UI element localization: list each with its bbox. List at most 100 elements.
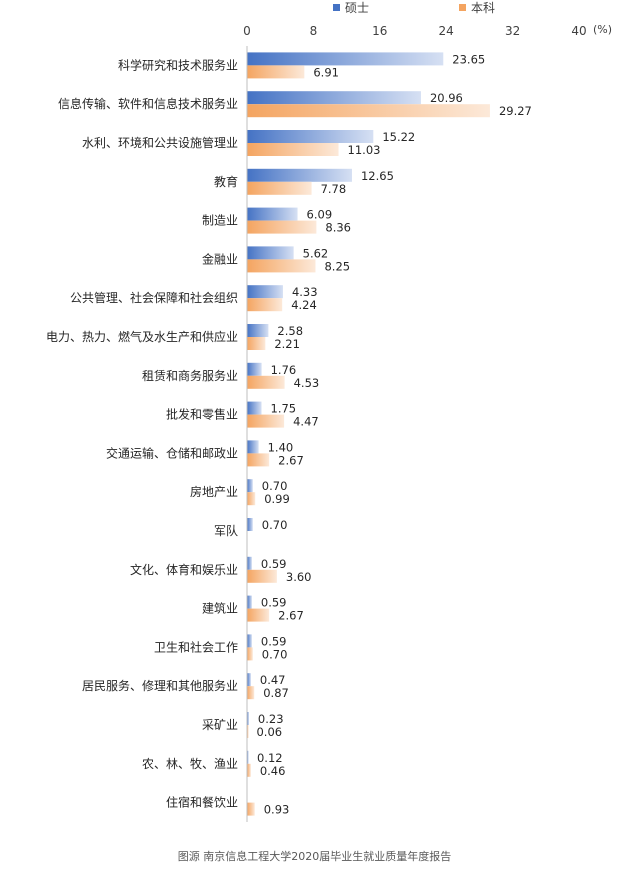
data-label: 6.91 [313, 65, 339, 79]
category-label: 住宿和餐饮业 [166, 795, 238, 810]
category-label: 科学研究和技术服务业 [118, 57, 238, 72]
bar-series-2 [247, 725, 249, 738]
data-label: 1.75 [271, 402, 297, 416]
bar-series-2 [247, 647, 253, 661]
category-label: 公共管理、社会保障和社会组织 [70, 290, 238, 305]
bar-series-2 [247, 763, 251, 777]
bar-series-1 [247, 595, 252, 609]
bar-series-2 [247, 569, 277, 583]
data-label: 2.21 [274, 337, 300, 351]
data-label: 1.40 [268, 440, 294, 454]
data-label: 6.09 [307, 208, 333, 222]
bar-series-2 [247, 220, 317, 234]
bar-series-1 [247, 518, 253, 531]
bar-series-1 [247, 401, 262, 415]
x-tick-label: 40 [571, 24, 586, 38]
category-label: 居民服务、修理和其他服务业 [82, 678, 238, 693]
bar-series-1 [247, 479, 253, 493]
category-label: 批发和零售业 [166, 407, 238, 422]
category-label: 建筑业 [202, 601, 238, 616]
data-label: 0.06 [256, 725, 282, 739]
data-label: 0.99 [264, 492, 290, 506]
x-tick-label: 16 [372, 24, 387, 38]
x-tick-label: 8 [310, 24, 318, 38]
bar-series-2 [247, 298, 283, 312]
bar-series-2 [247, 686, 255, 700]
data-label: 7.78 [321, 182, 347, 196]
bar-series-2 [247, 65, 305, 79]
category-label: 教育 [214, 174, 238, 189]
data-label: 0.46 [260, 764, 286, 778]
data-label: 0.93 [264, 803, 290, 817]
category-label: 信息传输、软件和信息技术服务业 [58, 96, 238, 111]
source-caption: 图源 南京信息工程大学2020届毕业生就业质量年度报告 [177, 850, 452, 863]
category-label: 卫生和社会工作 [154, 639, 238, 654]
bar-series-1 [247, 52, 444, 66]
bar-series-2 [247, 181, 312, 195]
category-label: 制造业 [202, 214, 238, 228]
bar-series-1 [247, 207, 298, 221]
data-label: 8.25 [324, 259, 350, 273]
data-label: 3.60 [286, 570, 312, 584]
category-label: 采矿业 [202, 718, 238, 732]
category-label: 电力、热力、燃气及水生产和供应业 [46, 329, 238, 344]
data-label: 29.27 [499, 104, 532, 118]
x-axis-ticks: 0 8 16 24 32 40 (%) [243, 23, 612, 38]
bar-series-1 [247, 130, 374, 143]
data-label: 12.65 [361, 169, 394, 183]
legend-label-2: 本科 [471, 1, 495, 15]
bar-series-2 [247, 375, 285, 389]
category-label: 租赁和商务服务业 [142, 368, 238, 383]
bar-series-1 [247, 556, 252, 570]
data-label: 0.23 [258, 712, 284, 726]
data-label: 0.59 [261, 596, 287, 610]
data-label: 20.96 [430, 91, 463, 105]
legend-swatch-1 [333, 4, 340, 11]
category-label: 水利、环境和公共设施管理业 [82, 135, 238, 150]
category-label: 农、林、牧、渔业 [142, 757, 238, 771]
x-tick-label: 32 [505, 24, 520, 38]
bar-series-1 [247, 91, 421, 105]
bar-series-1 [247, 750, 249, 764]
bar-series-1 [247, 440, 259, 454]
legend-label-1: 硕士 [345, 1, 369, 15]
data-label: 0.70 [262, 479, 288, 493]
bar-series-2 [247, 453, 270, 467]
bar-series-2 [247, 802, 255, 816]
category-label: 房地产业 [190, 484, 238, 499]
category-label: 交通运输、仓储和邮政业 [106, 445, 238, 460]
bar-series-1 [247, 712, 249, 725]
bar-series-2 [247, 492, 256, 506]
data-label: 0.59 [261, 557, 287, 571]
x-unit-label: (%) [593, 23, 612, 36]
bar-series-2 [247, 608, 270, 622]
data-label: 1.76 [271, 363, 297, 377]
bar-series-1 [247, 362, 262, 376]
legend: 硕士 本科 [333, 1, 495, 15]
data-label: 2.67 [278, 453, 304, 467]
legend-swatch-2 [459, 4, 466, 11]
bar-series-1 [247, 246, 294, 260]
data-label: 0.59 [261, 634, 287, 648]
bar-series-1 [247, 673, 251, 687]
data-label: 0.70 [262, 647, 288, 661]
data-label: 0.12 [257, 751, 283, 765]
category-labels: 科学研究和技术服务业信息传输、软件和信息技术服务业水利、环境和公共设施管理业教育… [46, 57, 238, 809]
data-label: 2.67 [278, 609, 304, 623]
data-label: 4.47 [293, 415, 319, 429]
data-label: 4.53 [294, 376, 320, 390]
bar-series-2 [247, 143, 339, 156]
data-label: 8.36 [325, 221, 351, 235]
bars [247, 52, 490, 816]
data-label: 0.87 [263, 686, 289, 700]
data-label: 2.58 [277, 324, 303, 338]
bar-series-2 [247, 104, 490, 118]
x-tick-label: 0 [243, 24, 251, 38]
data-label: 4.24 [291, 298, 317, 312]
bar-series-1 [247, 324, 269, 337]
category-label: 文化、体育和娱乐业 [130, 562, 238, 577]
bar-series-1 [247, 168, 352, 182]
bar-series-2 [247, 259, 316, 273]
bar-series-2 [247, 337, 266, 350]
